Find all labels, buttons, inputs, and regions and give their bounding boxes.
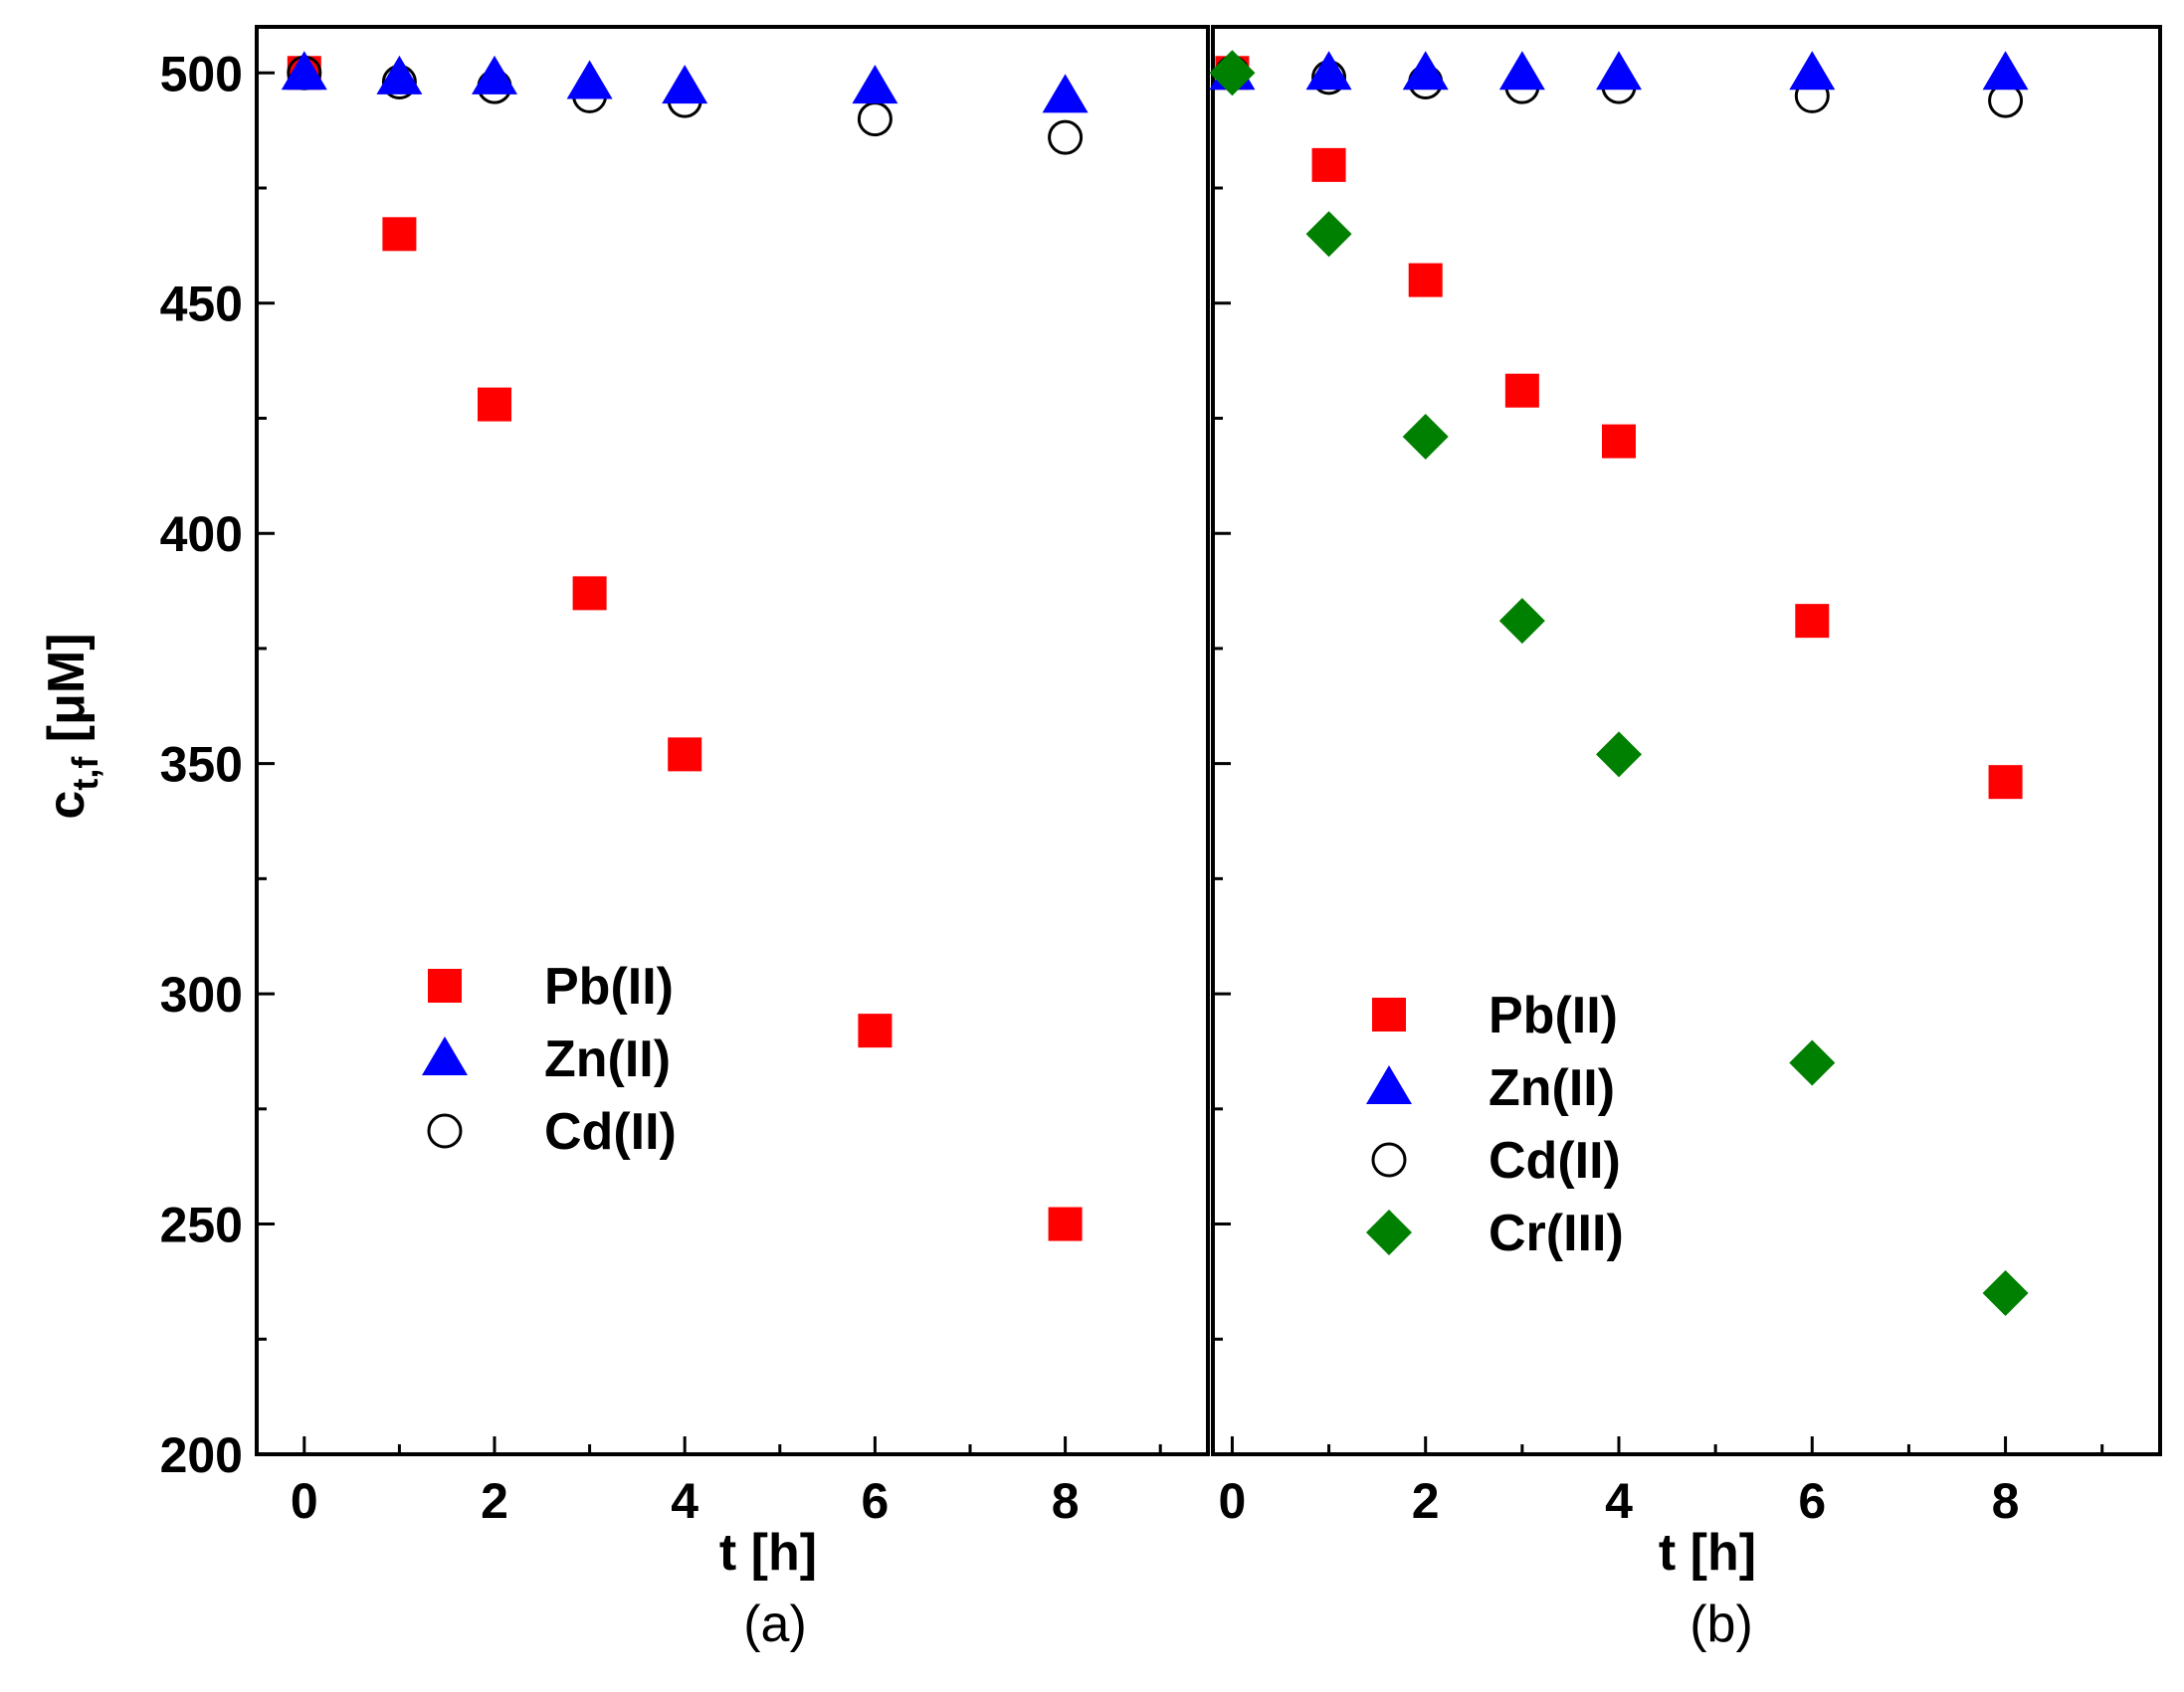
data-point — [1305, 211, 1352, 258]
panel-caption: (a) — [743, 1596, 807, 1653]
data-point — [566, 60, 613, 99]
data-point — [1596, 731, 1642, 778]
series-znii — [1209, 51, 2029, 91]
data-point — [1048, 1207, 1083, 1241]
series-znii — [281, 51, 1089, 113]
data-point — [1982, 51, 2029, 91]
y-axis-title-main: c — [38, 791, 96, 820]
data-point — [852, 65, 898, 104]
data-point — [1311, 147, 1346, 182]
data-point — [1048, 119, 1084, 155]
legend-marker — [422, 1036, 468, 1075]
y-tick-label: 250 — [160, 1198, 243, 1253]
data-point — [1209, 50, 1256, 96]
data-point — [376, 55, 423, 94]
legend-marker — [1371, 1142, 1407, 1178]
data-point — [1498, 598, 1545, 645]
y-axis-title-unit: [μM] — [38, 633, 96, 756]
data-point — [662, 65, 708, 104]
data-point — [1789, 1039, 1836, 1086]
data-point — [478, 387, 511, 422]
x-tick-label: 2 — [1412, 1473, 1440, 1529]
data-point — [472, 55, 517, 94]
y-axis-title: ct,f [μM] — [38, 633, 105, 819]
data-point — [1042, 74, 1089, 113]
data-point — [858, 1014, 893, 1048]
series-pbii — [1215, 56, 2023, 800]
panel-a: 0 2 4 6 8 200 250 300 350 400 450 500 t [h] (a) Pb(II)… — [160, 25, 1210, 1653]
x-tick-label: 4 — [1605, 1473, 1633, 1529]
legend-b: Pb(II) Zn(II) Cd(II) Cr(III) — [1366, 987, 1624, 1262]
data-point — [1305, 51, 1352, 91]
legend-label: Cd(II) — [1489, 1132, 1621, 1190]
x-tick-label: 6 — [861, 1473, 889, 1529]
x-axis-title: t [h] — [1659, 1524, 1756, 1582]
legend-label: Pb(II) — [1489, 987, 1618, 1044]
data-point — [668, 737, 702, 772]
x-axis-title: t [h] — [719, 1524, 817, 1582]
series-pbii — [287, 56, 1083, 1241]
data-point — [857, 101, 893, 137]
y-tick-label: 300 — [160, 967, 243, 1023]
data-point — [572, 576, 607, 611]
legend-label: Cr(III) — [1489, 1205, 1624, 1262]
y-tick-label: 350 — [160, 737, 243, 793]
panel-b: 0 2 4 6 8 t [h] (b) Pb(II) Zn(II) Cd(II) Cr(III) — [1209, 25, 2162, 1653]
data-point — [1602, 424, 1636, 459]
y-tick-label: 500 — [160, 46, 243, 101]
x-tick-label: 8 — [1052, 1473, 1080, 1529]
y-axis-title-subscript: t,f — [65, 756, 105, 791]
plot-frame-a — [255, 25, 1210, 1456]
legend-a: Pb(II) Zn(II) Cd(II) — [422, 958, 677, 1161]
data-point — [1982, 1269, 2029, 1316]
data-point — [1789, 51, 1836, 91]
series-criii — [1209, 50, 2029, 1316]
x-tick-label: 2 — [481, 1473, 508, 1529]
legend-label: Zn(II) — [1489, 1059, 1615, 1117]
data-point — [281, 51, 327, 91]
x-tick-label: 0 — [1219, 1473, 1247, 1529]
y-tick-label: 450 — [160, 277, 243, 332]
legend-label: Cd(II) — [544, 1103, 677, 1161]
data-point — [1988, 765, 2023, 800]
data-point — [1402, 413, 1449, 460]
data-point — [1402, 51, 1449, 91]
panel-caption: (b) — [1689, 1596, 1753, 1653]
x-tick-label: 8 — [1992, 1473, 2020, 1529]
legend-marker — [1366, 1210, 1412, 1255]
y-tick-label: 400 — [160, 506, 243, 562]
legend-marker — [428, 969, 462, 1003]
x-tick-label: 0 — [291, 1473, 318, 1529]
data-point — [382, 217, 417, 252]
legend-label: Zn(II) — [544, 1031, 671, 1088]
x-tick-label: 4 — [671, 1473, 698, 1529]
y-tick-label: 200 — [160, 1427, 243, 1483]
legend-marker — [1366, 1065, 1412, 1104]
legend-label: Pb(II) — [544, 958, 674, 1016]
legend-marker — [427, 1113, 463, 1149]
data-point — [1504, 373, 1539, 408]
data-point — [1596, 51, 1642, 91]
legend-marker — [1372, 998, 1406, 1032]
plot-frame-b — [1211, 25, 2162, 1456]
x-tick-label: 6 — [1798, 1473, 1826, 1529]
data-point — [1498, 51, 1545, 91]
data-point — [1795, 604, 1830, 639]
data-point — [1408, 263, 1443, 297]
